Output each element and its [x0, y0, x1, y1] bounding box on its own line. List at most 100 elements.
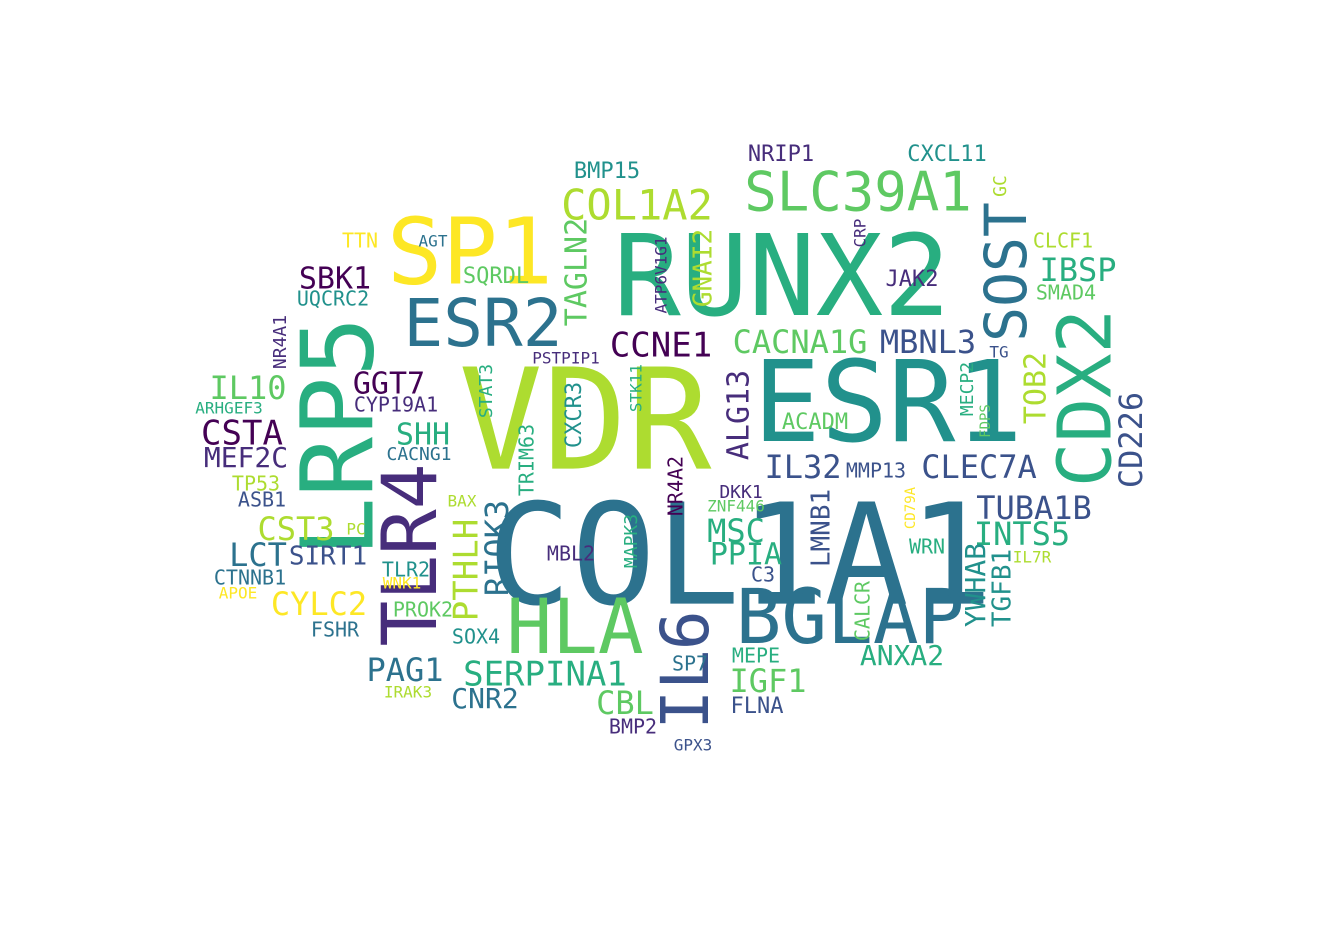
word-ints5: INTS5: [974, 515, 1070, 553]
word-bax: BAX: [448, 492, 477, 511]
word-tuba1b: TUBA1B: [976, 489, 1092, 527]
word-bmp15: BMP15: [574, 159, 640, 184]
word-sirt1: SIRT1: [289, 542, 367, 572]
word-agt: AGT: [419, 232, 448, 251]
word-uqcrc2: UQCRC2: [297, 287, 369, 311]
word-mapk3: MAPK3: [621, 514, 642, 568]
word-stat3: STAT3: [476, 364, 497, 418]
word-cd226: CD226: [1112, 392, 1150, 488]
word-cnr2: CNR2: [451, 682, 518, 715]
word-cdx2: CDX2: [1043, 309, 1129, 487]
word-mecp2: MECP2: [957, 362, 978, 416]
word-mef2c: MEF2C: [204, 441, 288, 474]
word-atp6v1g1: ATP6V1G1: [652, 236, 671, 313]
word-tlr4: TLR4: [365, 463, 454, 646]
word-mbl2: MBL2: [547, 542, 595, 566]
word-pthlh: PTHLH: [447, 519, 487, 621]
word-ggt7: GGT7: [353, 367, 425, 402]
word-arhgef3: ARHGEF3: [195, 399, 262, 418]
word-ccne1: CCNE1: [610, 326, 712, 366]
word-gnai2: GNAI2: [689, 229, 719, 307]
word-mbnl3: MBNL3: [880, 323, 976, 361]
word-ttn: TTN: [342, 229, 378, 253]
word-fdps: FDPS: [978, 404, 994, 438]
word-lmnb1: LMNB1: [807, 489, 837, 567]
word-col1a1: COL1A1: [487, 475, 993, 638]
word-il6: IL6: [647, 610, 724, 729]
word-vdr: VDR: [459, 340, 713, 503]
word-riok3: RIOK3: [478, 500, 516, 596]
word-gc: GC: [990, 175, 1011, 197]
word-ppia: PPIA: [710, 538, 782, 573]
word-cacna1g: CACNA1G: [733, 323, 868, 361]
word-tp53: TP53: [232, 472, 280, 496]
word-cxcr3: CXCR3: [562, 382, 587, 448]
word-tlr2: TLR2: [382, 558, 430, 582]
word-tg: TG: [989, 343, 1008, 362]
word-crp: CRP: [851, 219, 870, 248]
word-bmp2: BMP2: [609, 715, 657, 739]
word-col1a2: COL1A2: [561, 181, 713, 230]
word-smad4: SMAD4: [1036, 281, 1096, 305]
word-irak3: IRAK3: [384, 683, 432, 702]
word-pc: PC: [346, 520, 365, 539]
word-cd79a: CD79A: [903, 486, 919, 529]
word-clec7a: CLEC7A: [921, 448, 1037, 486]
word-apoe: APOE: [219, 584, 258, 603]
word-bglap: BGLAP: [736, 572, 965, 661]
word-nrip1: NRIP1: [748, 142, 814, 167]
word-trim63: TRIM63: [515, 424, 539, 496]
word-cst3: CST3: [257, 510, 334, 548]
word-wrn: WRN: [909, 535, 945, 559]
word-ibsp: IBSP: [1039, 251, 1116, 289]
word-sbk1: SBK1: [299, 262, 371, 297]
word-slc39a1: SLC39A1: [744, 161, 972, 224]
word-sqrdl: SQRDL: [463, 264, 529, 289]
word-tagln2: TAGLN2: [560, 218, 595, 326]
word-sost: SOST: [972, 202, 1040, 342]
word-lct: LCT: [229, 536, 287, 574]
word-fshr: FSHR: [311, 618, 360, 642]
word-stk11: STK11: [627, 364, 646, 412]
word-calcr: CALCR: [851, 580, 875, 641]
word-serpina1: SERPINA1: [463, 655, 627, 695]
word-clcf1: CLCF1: [1033, 229, 1093, 253]
word-anxa2: ANXA2: [860, 639, 944, 672]
word-mmp13: MMP13: [846, 459, 906, 483]
word-nr4a2: NR4A2: [664, 456, 688, 516]
word-sox4: SOX4: [452, 625, 500, 649]
word-ctnnb1: CTNNB1: [214, 566, 286, 590]
word-c3: C3: [751, 563, 775, 587]
word-tob2: TOB2: [1019, 352, 1054, 424]
word-tgfb1: TGFB1: [988, 549, 1018, 627]
word-hla: HLA: [506, 582, 643, 671]
word-wnk1: WNK1: [383, 574, 422, 593]
word-cbl: CBL: [596, 684, 654, 722]
word-msc: MSC: [707, 512, 765, 550]
word-cylc2: CYLC2: [271, 585, 367, 623]
word-lrp5: LRP5: [279, 317, 396, 558]
word-cyp19a1: CYP19A1: [354, 393, 438, 417]
word-nr4a1: NR4A1: [270, 315, 291, 369]
word-il7r: IL7R: [1013, 548, 1052, 567]
word-sp7: SP7: [672, 652, 708, 676]
word-igf1: IGF1: [729, 662, 806, 700]
word-il32: IL32: [764, 448, 841, 486]
word-runx2: RUNX2: [613, 212, 950, 342]
word-acadm: ACADM: [782, 410, 848, 435]
word-dkk1: DKK1: [719, 482, 762, 503]
word-mepe: MEPE: [732, 644, 780, 668]
word-gpx3: GPX3: [674, 736, 713, 755]
word-il10: IL10: [209, 369, 286, 407]
word-flna: FLNA: [731, 694, 784, 719]
word-jak2: JAK2: [886, 267, 939, 292]
word-esr1: ESR1: [753, 338, 1023, 468]
word-csta: CSTA: [201, 414, 283, 454]
word-ywhab: YWHAB: [959, 543, 992, 627]
word-esr2: ESR2: [404, 285, 563, 362]
word-cacng1: CACNG1: [386, 444, 451, 465]
word-sp1: SP1: [387, 198, 553, 305]
word-pstpip1: PSTPIP1: [532, 349, 599, 368]
word-prok2: PROK2: [393, 598, 453, 622]
